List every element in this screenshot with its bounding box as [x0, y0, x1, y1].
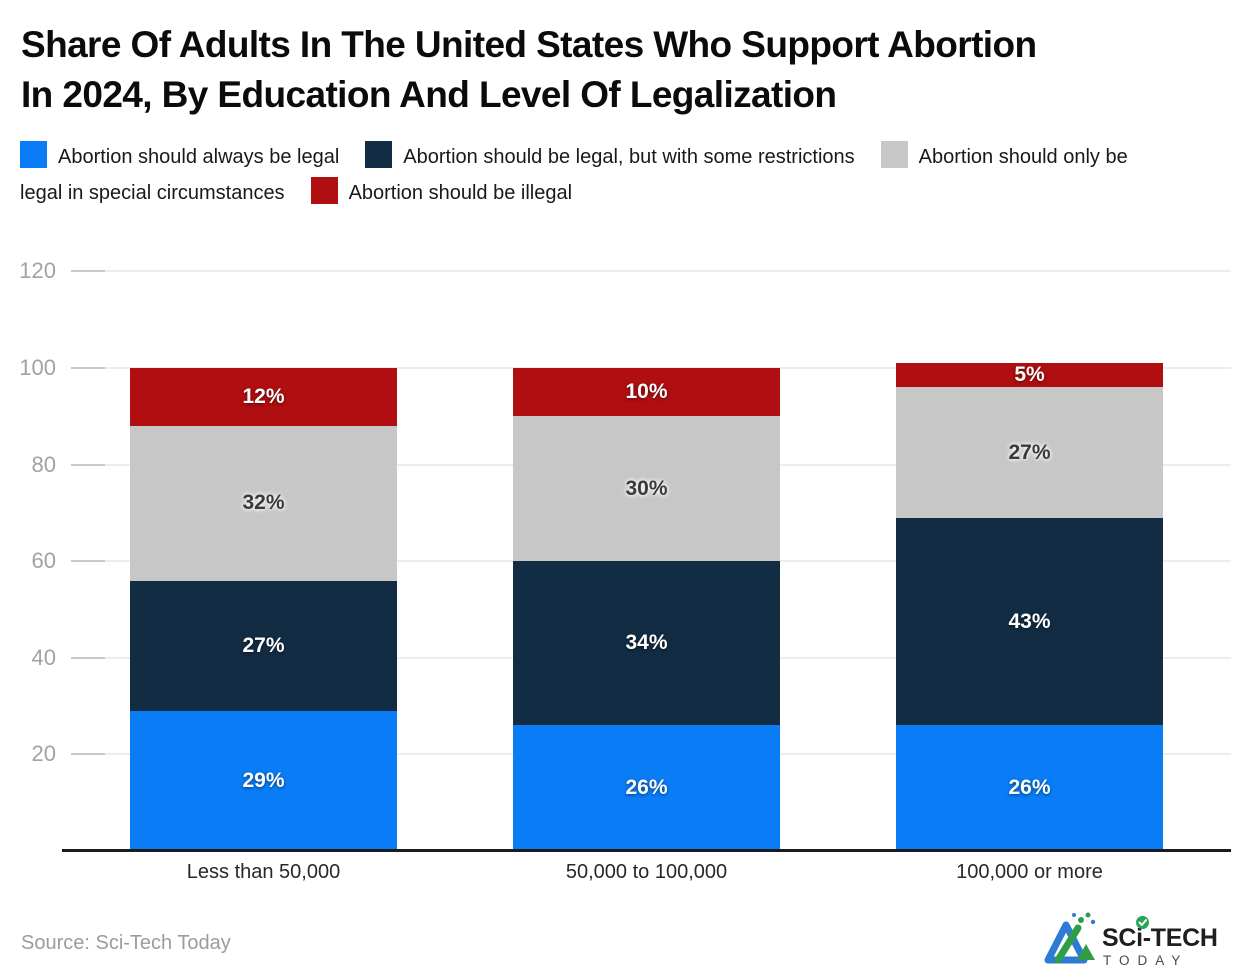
y-axis-tick-label: 60: [31, 548, 56, 574]
bar-segment-less-than-50-000-s3[interactable]: 12%: [130, 368, 397, 426]
bar-segment-value-label: 32%: [242, 491, 285, 515]
logo-mountain-icon: [1044, 912, 1096, 964]
bar-segment-value-label: 27%: [1008, 440, 1051, 464]
gridline: [105, 270, 1231, 273]
y-axis-tick-label: 40: [31, 644, 56, 670]
bar-segment-less-than-50-000-s1[interactable]: 27%: [130, 580, 397, 711]
legend-swatch: [310, 177, 338, 204]
sci-tech-today-logo: SCi-TECH TODAY: [1044, 906, 1224, 972]
bar-segment-value-label: 26%: [1008, 776, 1051, 800]
chart-legend: Abortion should always be legal Abortion …: [20, 139, 1128, 211]
chart-title-line-2: In 2024, By Education And Level Of Legal…: [21, 74, 837, 115]
bar-segment-value-label: 29%: [242, 768, 285, 792]
bar-segment-value-label: 30%: [625, 476, 668, 500]
legend-item-0[interactable]: Abortion should always be legal: [20, 141, 340, 168]
legend-label: Abortion should always be legal: [58, 146, 340, 168]
bar-segment-50-000-to-100-000-s0[interactable]: 26%: [513, 725, 780, 851]
bar-segment-100-000-or-more-s2[interactable]: 27%: [896, 387, 1163, 518]
y-axis-tick-label: 100: [19, 355, 56, 380]
x-axis-category-label: Less than 50,000: [186, 861, 341, 883]
y-axis-tickmark: [71, 463, 105, 466]
y-axis-tickmark: [71, 753, 105, 756]
bar-segment-100-000-or-more-s3[interactable]: 5%: [896, 363, 1163, 388]
legend-label: Abortion should be illegal: [348, 182, 573, 204]
x-axis-category-label: 50,000 to 100,000: [565, 861, 728, 883]
y-axis-tickmark: [71, 656, 105, 659]
bar-segment-value-label: 5%: [1014, 363, 1045, 387]
legend-swatch: [880, 141, 908, 168]
bar-segment-50-000-to-100-000-s1[interactable]: 34%: [513, 561, 780, 726]
bar-segment-50-000-to-100-000-s2[interactable]: 30%: [513, 416, 780, 562]
y-axis-tick-label: 80: [31, 451, 56, 477]
logo-graphic: SCi-TECH TODAY: [1044, 912, 1218, 968]
x-axis-category-label: 100,000 or more: [956, 861, 1103, 883]
legend-item-2[interactable]: Abortion should only be legal in special…: [20, 141, 1128, 204]
chart-title: Share Of Adults In The United States Who…: [21, 20, 1221, 120]
bar-segment-value-label: 26%: [625, 776, 668, 800]
legend-item-1[interactable]: Abortion should be legal, but with some …: [365, 141, 855, 168]
bar-segment-value-label: 34%: [625, 631, 668, 655]
check-badge-icon: [1136, 916, 1149, 929]
legend-swatch: [20, 141, 47, 168]
x-axis-line: [62, 849, 1231, 852]
bar-segment-value-label: 43%: [1008, 609, 1051, 633]
y-axis-tick-label: 20: [31, 741, 56, 767]
y-axis-tickmark: [71, 560, 105, 563]
source-attribution: Source: Sci-Tech Today: [21, 932, 231, 954]
brand-tagline-text: TODAY: [1103, 953, 1188, 968]
legend-label: Abortion should only be legal in special…: [20, 146, 1128, 204]
legend-swatch: [365, 141, 393, 168]
bar-segment-50-000-to-100-000-s3[interactable]: 10%: [513, 368, 780, 417]
legend-item-3[interactable]: Abortion should be illegal: [310, 177, 573, 204]
brand-name-text: SCi-TECH: [1102, 924, 1218, 952]
y-axis-tick-label: 120: [19, 258, 56, 284]
bar-segment-value-label: 10%: [625, 380, 668, 404]
bar-segment-100-000-or-more-s1[interactable]: 43%: [896, 517, 1163, 726]
y-axis-tickmark: [71, 270, 105, 273]
bar-segment-less-than-50-000-s0[interactable]: 29%: [130, 710, 397, 851]
chart-title-line-1: Share Of Adults In The United States Who…: [21, 24, 1037, 65]
legend-label: Abortion should be legal, but with some …: [403, 146, 855, 168]
bar-segment-value-label: 12%: [242, 384, 285, 408]
bar-segment-100-000-or-more-s0[interactable]: 26%: [896, 725, 1163, 851]
bar-segment-less-than-50-000-s2[interactable]: 32%: [130, 425, 397, 581]
bar-segment-value-label: 27%: [242, 633, 285, 657]
y-axis-tickmark: [71, 367, 105, 369]
